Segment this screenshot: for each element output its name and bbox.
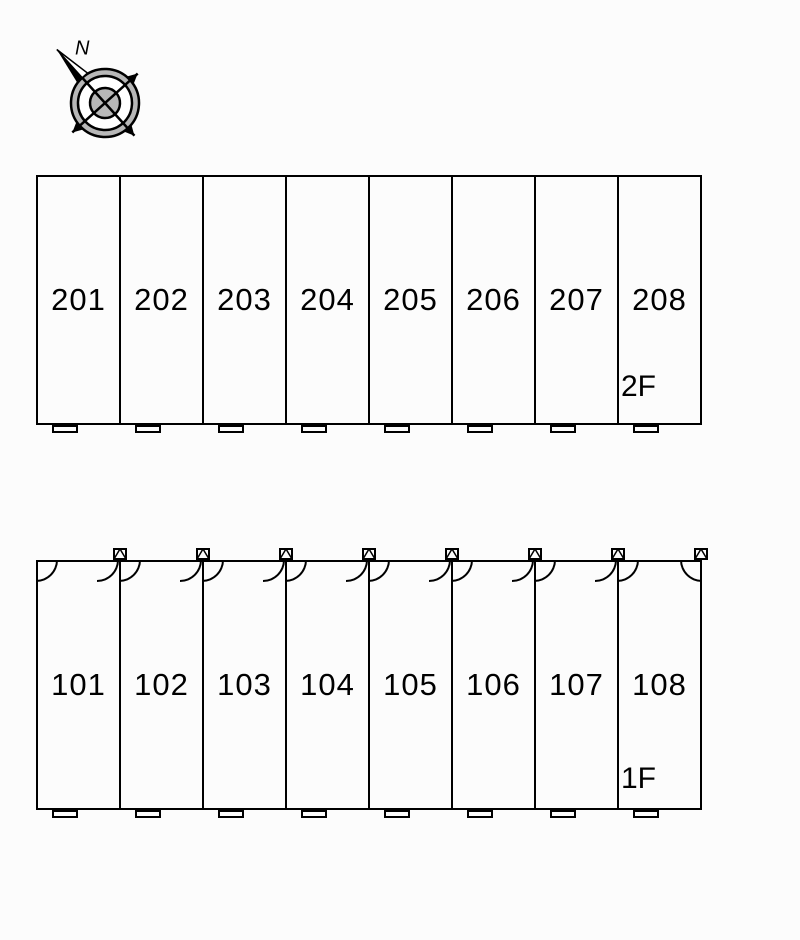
vent-icon [694, 548, 708, 560]
door-swing-icon [451, 560, 473, 582]
unit-label: 205 [383, 282, 438, 318]
door-swing-icon [202, 560, 224, 582]
unit-label: 106 [466, 667, 521, 703]
unit-label: 206 [466, 282, 521, 318]
floor-1-units-row: 101 102 103 104 105 [36, 560, 702, 810]
door-swing-icon [119, 560, 141, 582]
window-icon [218, 810, 244, 818]
unit-205: 205 [370, 177, 453, 423]
window-icon [301, 810, 327, 818]
unit-label: 207 [549, 282, 604, 318]
unit-label: 102 [134, 667, 189, 703]
window-icon [384, 425, 410, 433]
window-icon [633, 425, 659, 433]
door-swing-icon [97, 560, 119, 582]
window-icon [550, 425, 576, 433]
unit-103: 103 [204, 562, 287, 808]
window-icon [135, 810, 161, 818]
floor-2-label: 2F [621, 370, 656, 404]
unit-label: 104 [300, 667, 355, 703]
vent-icon [279, 548, 293, 560]
unit-202: 202 [121, 177, 204, 423]
door-swing-icon [680, 560, 702, 582]
unit-label: 202 [134, 282, 189, 318]
vent-icon [362, 548, 376, 560]
window-icon [550, 810, 576, 818]
door-swing-icon [595, 560, 617, 582]
floor-1-plan: 101 102 103 104 105 [36, 560, 702, 810]
vent-icon [611, 548, 625, 560]
unit-105: 105 [370, 562, 453, 808]
vent-icon [445, 548, 459, 560]
unit-label: 203 [217, 282, 272, 318]
window-icon [218, 425, 244, 433]
unit-107: 107 [536, 562, 619, 808]
door-swing-icon [368, 560, 390, 582]
unit-label: 208 [632, 282, 687, 318]
vent-icon [113, 548, 127, 560]
door-swing-icon [534, 560, 556, 582]
window-icon [135, 425, 161, 433]
unit-label: 204 [300, 282, 355, 318]
window-icon [52, 425, 78, 433]
unit-label: 201 [51, 282, 106, 318]
vent-icon [196, 548, 210, 560]
unit-label: 101 [51, 667, 106, 703]
door-swing-icon [180, 560, 202, 582]
window-icon [52, 810, 78, 818]
window-icon [384, 810, 410, 818]
door-swing-icon [512, 560, 534, 582]
floor-1-label: 1F [621, 762, 656, 796]
door-swing-icon [346, 560, 368, 582]
unit-201: 201 [38, 177, 121, 423]
door-swing-icon [617, 560, 639, 582]
window-icon [301, 425, 327, 433]
unit-label: 105 [383, 667, 438, 703]
floor-2-plan: 201 202 203 204 205 206 207 208 2F [36, 175, 702, 425]
unit-203: 203 [204, 177, 287, 423]
unit-206: 206 [453, 177, 536, 423]
window-icon [633, 810, 659, 818]
unit-104: 104 [287, 562, 370, 808]
unit-207: 207 [536, 177, 619, 423]
unit-label: 107 [549, 667, 604, 703]
door-swing-icon [429, 560, 451, 582]
vent-icon [528, 548, 542, 560]
window-icon [467, 810, 493, 818]
unit-204: 204 [287, 177, 370, 423]
door-swing-icon [285, 560, 307, 582]
unit-106: 106 [453, 562, 536, 808]
compass-icon: N [50, 15, 160, 160]
door-swing-icon [263, 560, 285, 582]
compass-north-label: N [75, 38, 90, 60]
floor-2-units-row: 201 202 203 204 205 206 207 208 [36, 175, 702, 425]
unit-102: 102 [121, 562, 204, 808]
window-icon [467, 425, 493, 433]
door-swing-icon [36, 560, 58, 582]
unit-101: 101 [38, 562, 121, 808]
unit-label: 108 [632, 667, 687, 703]
unit-label: 103 [217, 667, 272, 703]
